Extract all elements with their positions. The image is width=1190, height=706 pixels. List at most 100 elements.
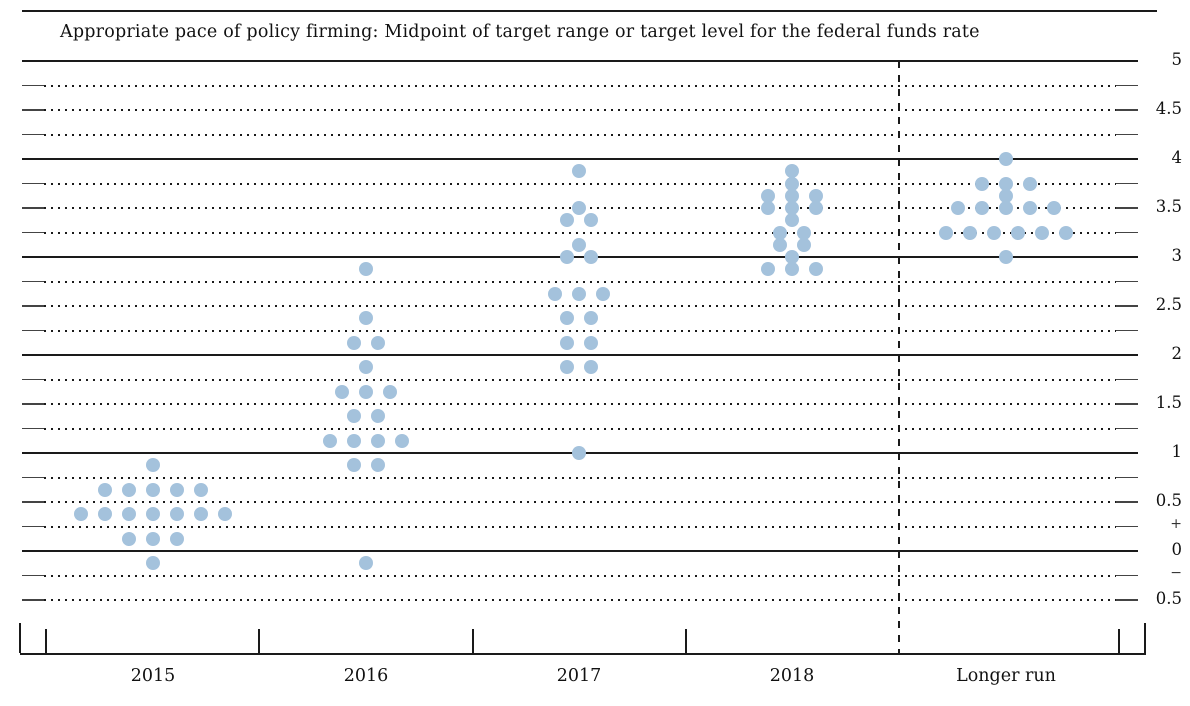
projection-dot [359, 556, 373, 571]
gridline-left-dash [22, 403, 44, 405]
projection-dot [999, 152, 1013, 166]
projection-dot [98, 482, 112, 497]
gridline-left-dash [22, 427, 44, 430]
gridline-dotted [44, 182, 1116, 185]
projection-dot [1059, 225, 1073, 240]
projection-dot [797, 225, 811, 240]
projection-dot [335, 384, 349, 399]
projection-dot [596, 286, 610, 301]
x-axis-category-label: 2017 [556, 666, 602, 686]
projection-dot [572, 286, 586, 301]
gridline-dotted [44, 501, 1116, 503]
gridline-solid-5 [22, 60, 1138, 62]
projection-dot [584, 250, 598, 264]
y-axis-label: 5 [1171, 50, 1183, 69]
projection-dot [170, 482, 184, 497]
projection-dot [963, 225, 977, 240]
gridline-dotted [44, 329, 1116, 332]
projection-dot [371, 458, 385, 473]
projection-dot [987, 225, 1001, 240]
gridline-right-dash [1116, 378, 1138, 381]
projection-dot [584, 311, 598, 326]
gridline-left-dash [22, 133, 44, 136]
gridline-dotted [44, 84, 1116, 87]
projection-dot [98, 507, 112, 522]
gridline-left-dash [22, 476, 44, 479]
gridline-dotted [44, 599, 1116, 601]
projection-dot [773, 237, 787, 252]
x-axis-tick [1118, 629, 1120, 653]
projection-dot [584, 360, 598, 375]
gridline-left-dash [22, 501, 44, 503]
gridline-dotted [44, 378, 1116, 381]
projection-dot [572, 446, 586, 460]
projection-dot [347, 458, 361, 473]
projection-dot [797, 237, 811, 252]
gridline-dotted [44, 305, 1116, 307]
projection-dot [773, 225, 787, 240]
projection-dot [1047, 201, 1061, 215]
gridline-left-dash [22, 109, 44, 111]
y-axis-label: 0.5 [1155, 589, 1182, 608]
projection-dot [761, 262, 775, 277]
x-axis-tick [1144, 623, 1146, 653]
y-axis-label: 1.5 [1155, 393, 1182, 412]
projection-dot [122, 507, 136, 522]
projection-dot [785, 262, 799, 277]
projection-dot [975, 176, 989, 191]
gridline-right-dash [1116, 305, 1138, 307]
projection-dot [572, 164, 586, 179]
projection-dot [170, 507, 184, 522]
x-axis-tick [45, 629, 47, 653]
gridline-dotted [44, 109, 1116, 111]
gridline-right-dash [1116, 525, 1138, 528]
projection-dot [371, 335, 385, 350]
projection-dot [785, 201, 799, 215]
projection-dot [371, 433, 385, 448]
projection-dot [146, 507, 160, 522]
y-axis-label: 1 [1171, 442, 1183, 461]
y-axis-label: 0 [1171, 540, 1183, 559]
gridline-dotted [44, 403, 1116, 405]
projection-dot [809, 201, 823, 215]
top-rule [22, 10, 1157, 12]
gridline-dotted [44, 133, 1116, 136]
gridline-right-dash [1116, 280, 1138, 283]
projection-dot [323, 433, 337, 448]
chart-title: Appropriate pace of policy firming: Midp… [60, 22, 980, 42]
projection-dot [383, 384, 397, 399]
gridline-dotted [44, 280, 1116, 283]
projection-dot [146, 482, 160, 497]
projection-dot [939, 225, 953, 240]
projection-dot [761, 188, 775, 203]
projection-dot [785, 188, 799, 203]
projection-dot [560, 213, 574, 228]
projection-dot [359, 262, 373, 277]
gridline-left-dash [22, 84, 44, 87]
projection-dot [194, 507, 208, 522]
y-axis-label: 3.5 [1155, 197, 1182, 216]
projection-dot [560, 335, 574, 350]
projection-dot [371, 409, 385, 424]
projection-dot [359, 384, 373, 399]
y-axis-label: 2 [1171, 344, 1183, 363]
gridline-right-dash [1116, 403, 1138, 405]
y-axis-label: + [1170, 515, 1182, 532]
projection-dot [194, 482, 208, 497]
x-axis-tick [685, 629, 687, 653]
projection-dot [122, 482, 136, 497]
gridline-solid-3 [22, 256, 1138, 258]
projection-dot [785, 213, 799, 228]
y-axis-label: − [1170, 564, 1182, 581]
projection-dot [999, 201, 1013, 215]
gridline-left-dash [22, 599, 44, 601]
projection-dot [785, 250, 799, 264]
y-axis-label: 4 [1171, 148, 1183, 167]
projection-dot [560, 250, 574, 264]
gridline-left-dash [22, 280, 44, 283]
projection-dot [146, 458, 160, 473]
gridline-right-dash [1116, 574, 1138, 577]
projection-dot [560, 360, 574, 375]
gridline-solid-4 [22, 158, 1138, 160]
